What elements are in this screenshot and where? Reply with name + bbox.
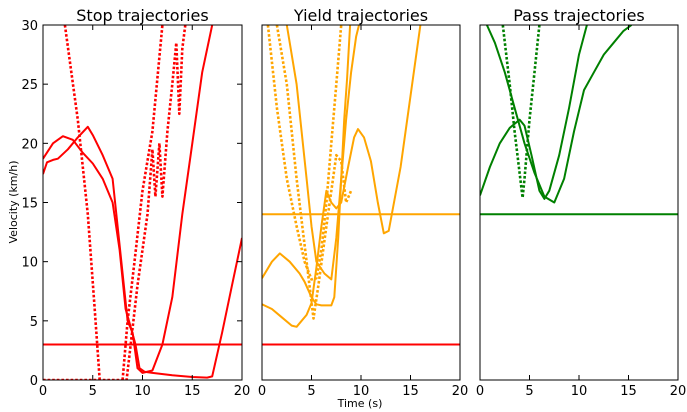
x-tick-label: 15 bbox=[402, 384, 419, 399]
y-tick-label: 0 bbox=[30, 374, 38, 389]
series-line-2 bbox=[43, 135, 242, 379]
x-tick-label: 15 bbox=[620, 384, 637, 399]
x-tick-label: 20 bbox=[452, 384, 469, 399]
y-tick-label: 5 bbox=[30, 315, 38, 330]
series-line-1 bbox=[43, 25, 214, 374]
panels: 0 5 10 15 20 0 5 10 15 20 25 30 Stop trajectories 0 5 1… bbox=[21, 6, 686, 399]
series-group bbox=[43, 25, 242, 380]
x-tick-label: 20 bbox=[670, 384, 687, 399]
x-tick-label: 0 bbox=[39, 384, 47, 399]
x-tick-label: 20 bbox=[234, 384, 251, 399]
x-tick-label: 5 bbox=[89, 384, 97, 399]
chart-title: Pass trajectories bbox=[513, 6, 645, 25]
chart-panel-1: 0 5 10 15 20 0 5 10 15 20 25 30 Stop trajectories bbox=[21, 6, 250, 399]
x-tick-label: 5 bbox=[525, 384, 533, 399]
series-line-2 bbox=[485, 25, 633, 204]
y-tick-label: 15 bbox=[21, 197, 38, 212]
series-line-3 bbox=[285, 25, 360, 281]
chart-title: Stop trajectories bbox=[76, 6, 208, 25]
plot-frame bbox=[479, 24, 679, 381]
series-line-4 bbox=[501, 25, 541, 200]
series-group bbox=[480, 25, 678, 216]
chart-panel-2: 0 5 10 15 20 Yield trajectories bbox=[258, 6, 468, 399]
series-line-6 bbox=[121, 25, 164, 380]
y-tick-label: 30 bbox=[21, 19, 38, 34]
chart-panel-3: 0 5 10 15 20 Pass trajectories bbox=[476, 6, 686, 399]
x-tick-label: 10 bbox=[353, 384, 370, 399]
x-tick-label: 15 bbox=[184, 384, 201, 399]
chart-title: Yield trajectories bbox=[293, 6, 428, 25]
series-line-5 bbox=[43, 25, 187, 380]
y-tick-label: 25 bbox=[21, 78, 38, 93]
x-tick-label: 5 bbox=[307, 384, 315, 399]
series-line-4 bbox=[63, 25, 101, 380]
x-tick-label: 10 bbox=[571, 384, 588, 399]
y-tick-label: 10 bbox=[21, 256, 38, 271]
x-axis-label: Time (s) bbox=[337, 397, 383, 410]
series-line-7 bbox=[275, 25, 353, 320]
plot-frame bbox=[261, 24, 461, 381]
series-line-6 bbox=[266, 25, 343, 281]
x-tick-label: 10 bbox=[134, 384, 151, 399]
y-axis-label: Velocity (km/h) bbox=[7, 161, 20, 244]
y-tick-label: 20 bbox=[21, 137, 38, 152]
x-tick-label: 0 bbox=[476, 384, 484, 399]
plot-frame bbox=[42, 24, 243, 381]
series-group bbox=[262, 25, 460, 346]
x-tick-label: 0 bbox=[258, 384, 266, 399]
